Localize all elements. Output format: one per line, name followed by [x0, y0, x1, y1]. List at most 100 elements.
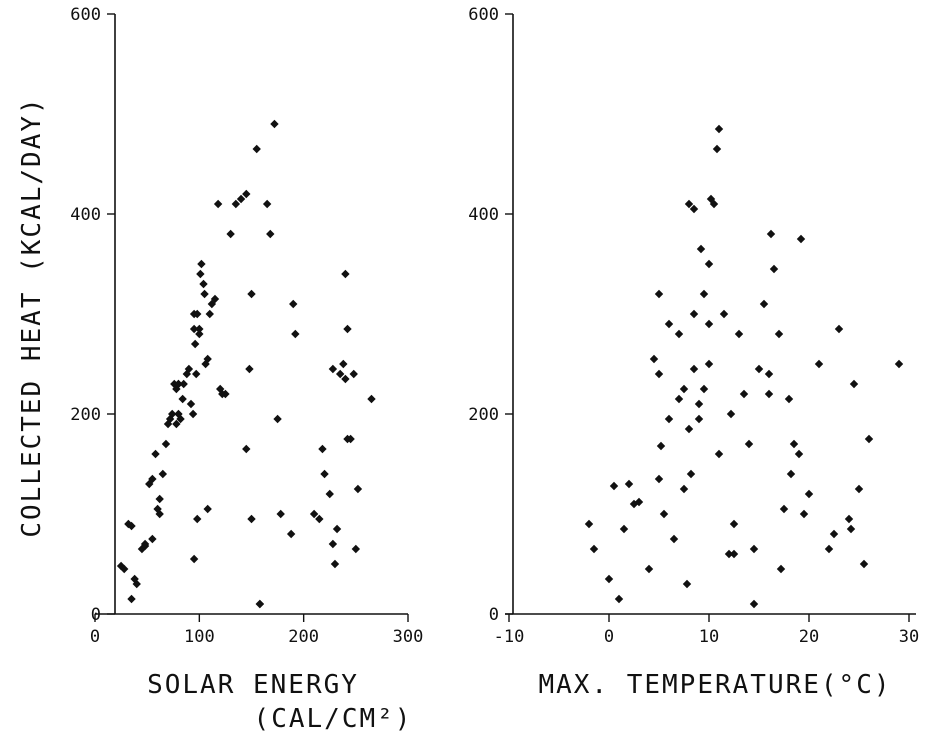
temp-data-point: [694, 399, 704, 409]
temp-data-point: [656, 441, 666, 451]
solar-y-tick-label: 200: [70, 405, 101, 425]
temp-x-tick-label: 30: [899, 627, 919, 647]
temp-data-point: [769, 264, 779, 274]
solar-data-point: [203, 504, 212, 514]
temp-data-point: [644, 564, 654, 574]
solar-data-point: [200, 289, 209, 299]
temp-data-point: [609, 481, 619, 491]
solar-data-point: [174, 379, 183, 389]
temp-data-point: [654, 369, 664, 379]
right-point-group: [584, 124, 904, 609]
solar-data-point: [343, 324, 352, 334]
solar-data-point: [325, 489, 334, 499]
temp-data-point: [674, 394, 684, 404]
solar-data-point: [184, 364, 194, 374]
solar-data-point: [231, 199, 241, 209]
temp-data-point: [776, 564, 786, 574]
temp-data-point: [834, 324, 844, 334]
temp-data-point: [689, 309, 699, 319]
temp-data-point: [729, 549, 739, 559]
left-tick-group: 0 200 400 600 0 100 200 300: [70, 5, 423, 647]
solar-data-point: [332, 524, 342, 534]
solar-data-point: [161, 439, 171, 449]
temp-x-tick-label: 0: [604, 627, 614, 647]
temp-data-point: [859, 559, 869, 569]
solar-data-point: [155, 494, 164, 504]
solar-data-point: [176, 414, 185, 424]
temp-data-point: [689, 204, 699, 214]
temp-data-point: [794, 449, 804, 459]
solar-data-point: [255, 599, 265, 609]
temp-data-point: [719, 309, 729, 319]
solar-data-point: [318, 444, 327, 454]
temp-data-point: [714, 124, 724, 134]
solar-data-point: [140, 539, 150, 549]
solar-data-point: [367, 394, 376, 404]
solar-data-point: [236, 194, 246, 204]
temp-x-tick-label: 10: [699, 627, 719, 647]
temp-data-point: [696, 244, 706, 254]
solar-data-point: [320, 469, 329, 479]
solar-data-point: [195, 324, 204, 334]
temp-data-point: [724, 549, 734, 559]
solar-data-point: [309, 509, 319, 519]
temp-data-point: [814, 359, 824, 369]
temp-data-point: [704, 359, 714, 369]
solar-data-point: [192, 369, 201, 379]
temp-data-point: [844, 514, 854, 524]
solar-data-point: [213, 199, 223, 209]
solar-data-point: [221, 389, 230, 399]
temp-data-point: [864, 434, 874, 444]
left-point-group: [116, 119, 376, 609]
temp-data-point: [712, 144, 722, 154]
temp-data-point: [679, 384, 689, 394]
solar-data-point: [199, 279, 208, 289]
solar-y-tick-label: 600: [70, 5, 101, 25]
solar-data-point: [335, 369, 345, 379]
temp-data-point: [614, 594, 624, 604]
solar-data-point: [247, 289, 256, 299]
solar-y-tick-label: 400: [70, 205, 101, 225]
temp-data-point: [734, 329, 744, 339]
solar-data-point: [172, 419, 181, 429]
temp-data-point: [589, 544, 599, 554]
solar-data-point: [193, 514, 202, 524]
solar-data-point: [262, 199, 272, 209]
temp-data-point: [699, 384, 709, 394]
solar-data-point: [195, 329, 204, 339]
temp-data-point: [704, 259, 714, 269]
temp-data-point: [664, 319, 674, 329]
solar-data-point: [276, 509, 285, 519]
temp-x-tick-label: 20: [799, 627, 819, 647]
solar-data-point: [252, 144, 261, 154]
temp-data-point: [749, 544, 759, 554]
solar-data-point: [330, 559, 340, 569]
solar-data-point: [247, 514, 256, 524]
temp-data-point: [894, 359, 904, 369]
temp-data-point: [729, 519, 739, 529]
temp-y-tick-label: 400: [468, 205, 499, 225]
temp-data-point: [689, 364, 699, 374]
temp-data-point: [674, 329, 684, 339]
left-x-axis-unit: (CAL/CM²): [254, 704, 413, 731]
temp-data-point: [649, 354, 659, 364]
solar-data-point: [210, 294, 220, 304]
temp-data-point: [796, 234, 806, 244]
solar-x-tick-label: 300: [393, 627, 424, 647]
solar-data-point: [353, 484, 363, 494]
temp-data-point: [824, 544, 834, 554]
temp-data-point: [784, 394, 794, 404]
temp-data-point: [654, 474, 664, 484]
temp-data-point: [619, 524, 629, 534]
solar-data-point: [188, 409, 198, 419]
y-axis-label: COLLECTED HEAT (KCAL/DAY): [17, 96, 47, 537]
temp-data-point: [789, 439, 799, 449]
temp-y-tick-label: 600: [468, 5, 499, 25]
temp-data-point: [726, 409, 736, 419]
solar-data-point: [286, 529, 296, 539]
solar-x-tick-label: 100: [184, 627, 215, 647]
temp-data-point: [849, 379, 859, 389]
solar-data-point: [349, 369, 358, 379]
